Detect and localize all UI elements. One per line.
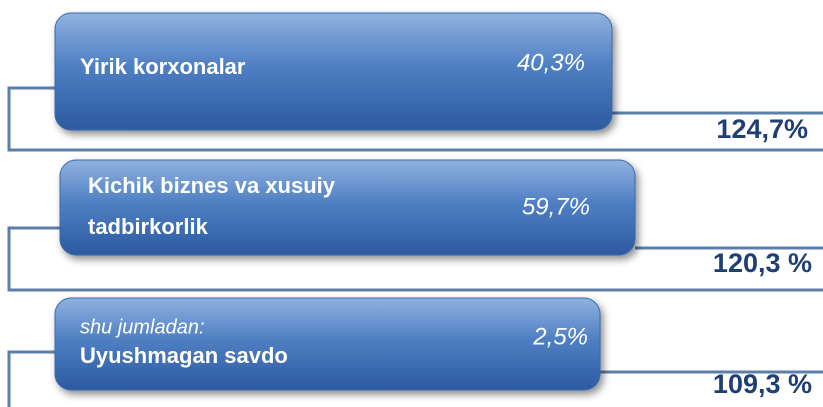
frame xyxy=(7,350,823,407)
box xyxy=(54,12,613,131)
growth: 124,7% xyxy=(716,114,808,144)
share: 59,7% xyxy=(522,193,590,220)
note: shu jumladan: xyxy=(80,316,205,338)
share: 2,5% xyxy=(532,323,588,350)
label: Uyushmagan savdo xyxy=(80,343,288,368)
growth: 109,3 % xyxy=(713,369,812,399)
frame xyxy=(7,226,823,292)
growth: 120,3 % xyxy=(713,248,812,278)
box xyxy=(59,159,636,256)
label: Yirik korxonalar xyxy=(80,54,246,79)
share: 40,3% xyxy=(517,49,585,76)
label: tadbirkorlik xyxy=(88,214,209,239)
frame xyxy=(7,86,823,152)
label: Kichik biznes va xusuiy xyxy=(88,173,336,198)
box xyxy=(54,297,601,391)
